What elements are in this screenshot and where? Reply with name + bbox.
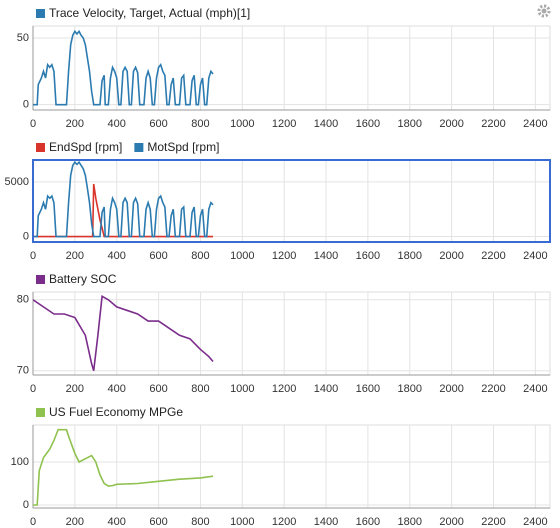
x-tick-label: 800 <box>191 118 209 130</box>
x-tick-label: 1000 <box>230 118 254 130</box>
y-tick-label: 50 <box>17 32 29 44</box>
data-line <box>33 160 214 238</box>
x-tick-label: 1000 <box>230 383 254 395</box>
chart-panel: 0 200 400 600 800 1000 1200 1400 1600 1800 2000 220… <box>5 140 551 262</box>
x-tick-label: 1600 <box>356 250 380 262</box>
legend-swatch <box>36 408 45 417</box>
x-tick-label: 400 <box>108 516 126 528</box>
legend-label: EndSpd [rpm] <box>49 140 122 154</box>
x-tick-label: 2400 <box>523 118 547 130</box>
x-tick-label: 1000 <box>230 516 254 528</box>
settings-icon[interactable] <box>537 4 551 18</box>
x-tick-label: 2200 <box>481 383 505 395</box>
x-tick-label: 800 <box>191 383 209 395</box>
x-tick-label: 2400 <box>523 516 547 528</box>
y-tick-label: 0 <box>23 499 29 511</box>
legend-label: Trace Velocity, Target, Actual (mph)[1] <box>49 6 250 20</box>
plot-area <box>32 291 551 376</box>
x-tick-label: 600 <box>149 516 167 528</box>
x-tick-label: 2200 <box>481 118 505 130</box>
x-tick-label: 0 <box>30 383 36 395</box>
x-tick-label: 1200 <box>272 118 296 130</box>
x-tick-label: 1400 <box>314 383 338 395</box>
chart-panel: 0 200 400 600 800 1000 1200 1400 1600 1800 2000 220… <box>17 6 551 130</box>
chart-panel: 0 200 400 600 800 1000 1200 1400 1600 1800 2000 220… <box>11 405 551 528</box>
plot-area <box>32 424 551 509</box>
data-line <box>33 428 214 506</box>
x-tick-label: 1200 <box>272 516 296 528</box>
x-tick-label: 800 <box>191 250 209 262</box>
x-tick-label: 2000 <box>439 250 463 262</box>
y-tick-label: 70 <box>17 365 29 377</box>
x-tick-label: 1400 <box>314 516 338 528</box>
x-tick-label: 600 <box>149 250 167 262</box>
x-tick-label: 1600 <box>356 118 380 130</box>
data-line <box>33 294 214 371</box>
x-tick-label: 1800 <box>398 118 422 130</box>
legend-swatch <box>36 275 45 284</box>
legend-label: US Fuel Economy MPGe <box>49 405 183 419</box>
x-tick-label: 200 <box>66 118 84 130</box>
y-tick-label: 80 <box>17 294 29 306</box>
x-tick-label: 1800 <box>398 250 422 262</box>
x-tick-label: 1800 <box>398 516 422 528</box>
plot-area <box>32 159 551 243</box>
x-tick-label: 1800 <box>398 383 422 395</box>
x-tick-label: 1600 <box>356 516 380 528</box>
x-tick-label: 2000 <box>439 383 463 395</box>
x-tick-label: 1200 <box>272 383 296 395</box>
x-tick-label: 0 <box>30 516 36 528</box>
x-tick-label: 0 <box>30 118 36 130</box>
x-tick-label: 2200 <box>481 250 505 262</box>
x-tick-label: 400 <box>108 118 126 130</box>
x-tick-label: 2400 <box>523 250 547 262</box>
x-tick-label: 1200 <box>272 250 296 262</box>
legend-swatch <box>134 143 144 152</box>
x-tick-label: 400 <box>108 250 126 262</box>
legend-swatch <box>36 143 45 152</box>
legend-label: Battery SOC <box>49 272 117 286</box>
x-tick-label: 1000 <box>230 250 254 262</box>
x-tick-label: 400 <box>108 383 126 395</box>
x-tick-label: 200 <box>66 383 84 395</box>
x-tick-label: 2200 <box>481 516 505 528</box>
y-tick-label: 100 <box>11 456 29 468</box>
x-tick-label: 200 <box>66 250 84 262</box>
x-tick-label: 1400 <box>314 250 338 262</box>
x-tick-label: 2000 <box>439 516 463 528</box>
x-tick-label: 200 <box>66 516 84 528</box>
chart-panel: 0 200 400 600 800 1000 1200 1400 1600 1800 2000 220… <box>17 272 551 395</box>
legend-swatch <box>36 9 45 18</box>
plot-area <box>32 25 551 111</box>
x-tick-label: 600 <box>149 383 167 395</box>
y-tick-label: 0 <box>23 230 29 242</box>
x-tick-label: 600 <box>149 118 167 130</box>
x-tick-label: 2000 <box>439 118 463 130</box>
data-line <box>33 29 214 106</box>
x-tick-label: 0 <box>30 250 36 262</box>
y-tick-label: 5000 <box>5 176 29 188</box>
x-tick-label: 2400 <box>523 383 547 395</box>
x-tick-label: 800 <box>191 516 209 528</box>
selection-border <box>32 159 551 243</box>
legend-label: MotSpd [rpm] <box>147 140 219 154</box>
x-tick-label: 1400 <box>314 118 338 130</box>
y-tick-label: 0 <box>23 99 29 111</box>
x-tick-label: 1600 <box>356 383 380 395</box>
